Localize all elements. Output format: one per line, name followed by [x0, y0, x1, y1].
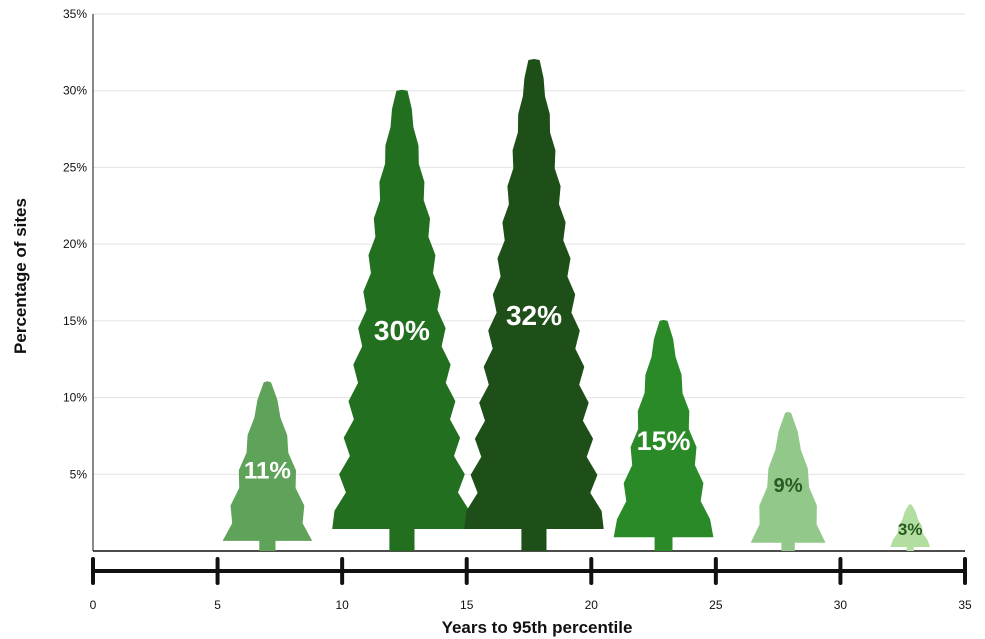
y-tick-label: 25%: [63, 160, 87, 174]
tree-bar: [222, 381, 313, 551]
tree-value-label: 30%: [374, 315, 430, 346]
x-tick-label: 0: [90, 598, 97, 612]
y-axis-tick-labels: 5% 10% 15% 20% 25% 30% 35%: [63, 7, 87, 481]
tree-bar: [464, 59, 604, 551]
x-tick-label: 15: [460, 598, 474, 612]
x-tick-label: 10: [335, 598, 349, 612]
y-tick-label: 10%: [63, 391, 87, 405]
tree-bar: [332, 89, 472, 551]
tree-bars: 11% 30% 32% 15% 9% 3%: [222, 59, 931, 551]
tree-value-label: 11%: [244, 457, 291, 484]
tree-bar: [750, 411, 826, 551]
tree-bar: [890, 504, 931, 551]
x-tick-label: 20: [585, 598, 599, 612]
tree-value-label: 15%: [637, 426, 691, 456]
y-tick-label: 5%: [70, 467, 88, 481]
y-tick-label: 30%: [63, 84, 87, 98]
y-tick-label: 20%: [63, 237, 87, 251]
x-tick-label: 30: [834, 598, 848, 612]
x-tick-label: 5: [214, 598, 221, 612]
y-tick-label: 35%: [63, 7, 87, 21]
x-tick-label: 25: [709, 598, 723, 612]
tree-bar: [613, 319, 714, 551]
x-tick-label: 35: [958, 598, 972, 612]
tree-value-label: 3%: [898, 520, 923, 539]
tree-value-label: 9%: [774, 475, 803, 497]
x-axis-ruler: 0 5 10 15 20 25 30 35: [90, 557, 972, 612]
x-axis-title: Years to 95th percentile: [442, 618, 633, 637]
y-tick-label: 15%: [63, 314, 87, 328]
tree-value-label: 32%: [506, 300, 562, 331]
y-axis-title: Percentage of sites: [11, 198, 30, 354]
